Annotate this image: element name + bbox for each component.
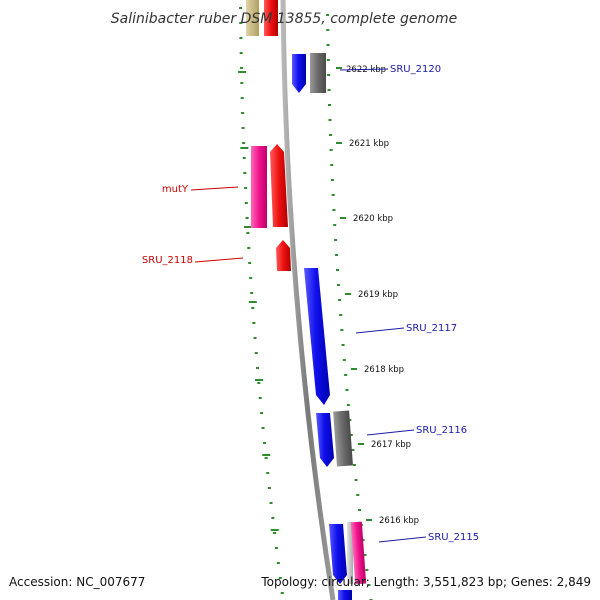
accession-text: Accession: NC_007677 [9,575,145,589]
tick-label-2618: 2618 kbp [364,365,404,375]
label-sru-2115[interactable]: SRU_2115 [428,532,479,543]
minor-ticks [238,7,373,600]
cds-sru-2120[interactable] [292,54,306,93]
cds-sru-2116[interactable] [316,413,334,467]
cds-red-top [264,0,278,36]
leader-line-sru-2115 [378,536,427,543]
label-sru-2120[interactable]: SRU_2120 [390,64,441,75]
tick-label-2619: 2619 kbp [358,290,398,300]
label-muty[interactable]: mutY [162,184,189,195]
label-sru-2116[interactable]: SRU_2116 [416,425,467,436]
leader-line-sru-2120 [339,68,389,71]
cds-gray-2116 [333,410,353,467]
cds-tan-top [246,0,259,36]
major-ticks: 2622 kbp 2621 kbp 2620 kbp 2619 kbp 2618… [336,65,419,526]
leader-line-muty [190,186,239,191]
cds-light-2115 [347,522,353,584]
cds-pink-muty [251,146,267,228]
leader-line-sru-2116 [366,429,415,436]
tick-label-2620: 2620 kbp [353,214,393,224]
leader-line-sru-2118 [194,257,244,263]
tick-label-2617: 2617 kbp [371,440,411,450]
cds-blue-bottom [338,590,352,600]
label-sru-2118[interactable]: SRU_2118 [142,255,193,266]
cds-features [246,0,367,600]
cds-muty[interactable] [270,144,288,227]
genome-backbone [280,0,336,600]
cds-sru-2118[interactable] [276,240,291,271]
map-title: Salinibacter ruber DSM 13855, complete g… [111,11,457,27]
tick-label-2621: 2621 kbp [349,139,389,149]
label-sru-2117[interactable]: SRU_2117 [406,323,457,334]
genome-stats-text: Topology: circular; Length: 3,551,823 bp… [260,575,591,589]
cds-gray-2120 [310,53,326,93]
gene-labels: SRU_2120 mutY SRU_2118 SRU_2117 SRU_2116… [142,64,479,543]
leader-line-sru-2117 [355,327,405,334]
cds-sru-2117[interactable] [304,268,330,405]
cds-pink-2115 [350,521,367,585]
cds-sru-2115[interactable] [329,524,347,584]
tick-label-2622: 2622 kbp [346,65,386,75]
tick-label-2616: 2616 kbp [379,516,419,526]
